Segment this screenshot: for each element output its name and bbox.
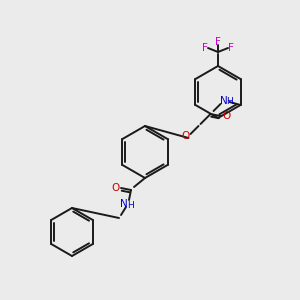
Text: F: F <box>202 43 208 53</box>
Text: F: F <box>215 37 221 47</box>
Text: N: N <box>220 96 227 106</box>
Text: N: N <box>120 199 128 209</box>
Text: H: H <box>226 97 233 106</box>
Text: O: O <box>222 111 231 121</box>
Text: O: O <box>111 183 119 193</box>
Text: O: O <box>182 131 190 141</box>
Text: F: F <box>228 43 234 53</box>
Text: H: H <box>128 200 134 209</box>
